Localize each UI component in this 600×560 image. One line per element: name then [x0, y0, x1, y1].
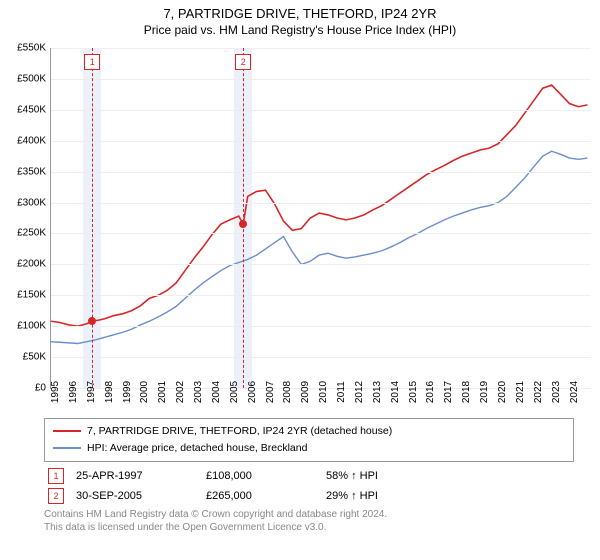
chart-title: 7, PARTRIDGE DRIVE, THETFORD, IP24 2YR — [0, 0, 600, 23]
gridline-h — [51, 172, 591, 173]
xtick-label: 2007 — [265, 381, 276, 403]
gridline-h — [51, 110, 591, 111]
xtick-label: 1999 — [122, 381, 133, 403]
xtick-label: 2005 — [229, 381, 240, 403]
sale-row: 2 30-SEP-2005£265,00029% ↑ HPI — [44, 488, 574, 504]
xtick-label: 2022 — [533, 381, 544, 403]
xtick-label: 2016 — [425, 381, 436, 403]
xtick-label: 2001 — [157, 381, 168, 403]
xtick-label: 2017 — [443, 381, 454, 403]
gridline-h — [51, 79, 591, 80]
ytick-label: £550K — [2, 43, 46, 54]
xtick-label: 1998 — [104, 381, 115, 403]
sale-marker: 2 — [235, 54, 251, 70]
attribution-line2: This data is licensed under the Open Gov… — [44, 522, 326, 533]
xtick-label: 2004 — [211, 381, 222, 403]
sale-row-price: £108,000 — [206, 470, 326, 482]
gridline-h — [51, 264, 591, 265]
sale-row-price: £265,000 — [206, 490, 326, 502]
ytick-label: £350K — [2, 166, 46, 177]
xtick-label: 2023 — [551, 381, 562, 403]
sale-row-delta: 58% ↑ HPI — [326, 470, 378, 482]
ytick-label: £400K — [2, 135, 46, 146]
xtick-label: 2006 — [247, 381, 258, 403]
legend-label-property: 7, PARTRIDGE DRIVE, THETFORD, IP24 2YR (… — [87, 425, 392, 437]
chart-footer: 7, PARTRIDGE DRIVE, THETFORD, IP24 2YR (… — [44, 418, 574, 534]
gridline-h — [51, 357, 591, 358]
gridline-h — [51, 141, 591, 142]
gridline-h — [51, 203, 591, 204]
xtick-label: 2014 — [390, 381, 401, 403]
sale-row-delta: 29% ↑ HPI — [326, 490, 378, 502]
legend-box: 7, PARTRIDGE DRIVE, THETFORD, IP24 2YR (… — [44, 418, 574, 462]
xtick-label: 2012 — [354, 381, 365, 403]
gridline-h — [51, 295, 591, 296]
xtick-label: 2019 — [479, 381, 490, 403]
ytick-label: £500K — [2, 73, 46, 84]
series-line — [51, 151, 587, 343]
ytick-label: £50K — [2, 352, 46, 363]
sale-dot — [88, 317, 96, 325]
plot-area: 12 — [50, 48, 591, 389]
sale-row: 1 25-APR-1997£108,00058% ↑ HPI — [44, 468, 574, 484]
ytick-label: £250K — [2, 228, 46, 239]
attribution-line1: Contains HM Land Registry data © Crown c… — [44, 509, 387, 520]
sale-dot — [239, 220, 247, 228]
xtick-label: 1995 — [50, 381, 61, 403]
xtick-label: 2010 — [318, 381, 329, 403]
legend-item-property: 7, PARTRIDGE DRIVE, THETFORD, IP24 2YR (… — [53, 423, 565, 440]
legend-swatch-hpi — [53, 447, 81, 449]
sales-list: 1 25-APR-1997£108,00058% ↑ HPI 2 30-SEP-200… — [44, 468, 574, 504]
ytick-label: £450K — [2, 104, 46, 115]
ytick-label: £150K — [2, 290, 46, 301]
sale-row-date: 25-APR-1997 — [76, 470, 206, 482]
ytick-label: £0 — [2, 383, 46, 394]
ytick-label: £200K — [2, 259, 46, 270]
gridline-h — [51, 326, 591, 327]
sale-vline — [243, 48, 244, 388]
sale-vline — [92, 48, 93, 388]
xtick-label: 2024 — [569, 381, 580, 403]
gridline-h — [51, 233, 591, 234]
gridline-h — [51, 48, 591, 49]
sale-marker: 1 — [84, 54, 100, 70]
xtick-label: 1996 — [68, 381, 79, 403]
legend-label-hpi: HPI: Average price, detached house, Brec… — [87, 442, 307, 454]
xtick-label: 2015 — [408, 381, 419, 403]
legend-item-hpi: HPI: Average price, detached house, Brec… — [53, 440, 565, 457]
chart-subtitle: Price paid vs. HM Land Registry's House … — [0, 23, 600, 41]
series-line — [51, 85, 587, 326]
chart-container: 7, PARTRIDGE DRIVE, THETFORD, IP24 2YR P… — [0, 0, 600, 560]
xtick-label: 2018 — [461, 381, 472, 403]
xtick-label: 2000 — [139, 381, 150, 403]
legend-swatch-property — [53, 430, 81, 432]
attribution: Contains HM Land Registry data © Crown c… — [44, 508, 574, 534]
xtick-label: 2020 — [497, 381, 508, 403]
xtick-label: 2011 — [336, 381, 347, 403]
xtick-label: 2009 — [300, 381, 311, 403]
sale-row-date: 30-SEP-2005 — [76, 490, 206, 502]
xtick-label: 2008 — [282, 381, 293, 403]
xtick-label: 2003 — [193, 381, 204, 403]
ytick-label: £300K — [2, 197, 46, 208]
xtick-label: 2013 — [372, 381, 383, 403]
sale-row-marker: 1 — [48, 468, 64, 484]
xtick-label: 1997 — [86, 381, 97, 403]
ytick-label: £100K — [2, 321, 46, 332]
xtick-label: 2021 — [515, 381, 526, 403]
xtick-label: 2002 — [175, 381, 186, 403]
chart-svg — [51, 48, 591, 388]
sale-row-marker: 2 — [48, 488, 64, 504]
